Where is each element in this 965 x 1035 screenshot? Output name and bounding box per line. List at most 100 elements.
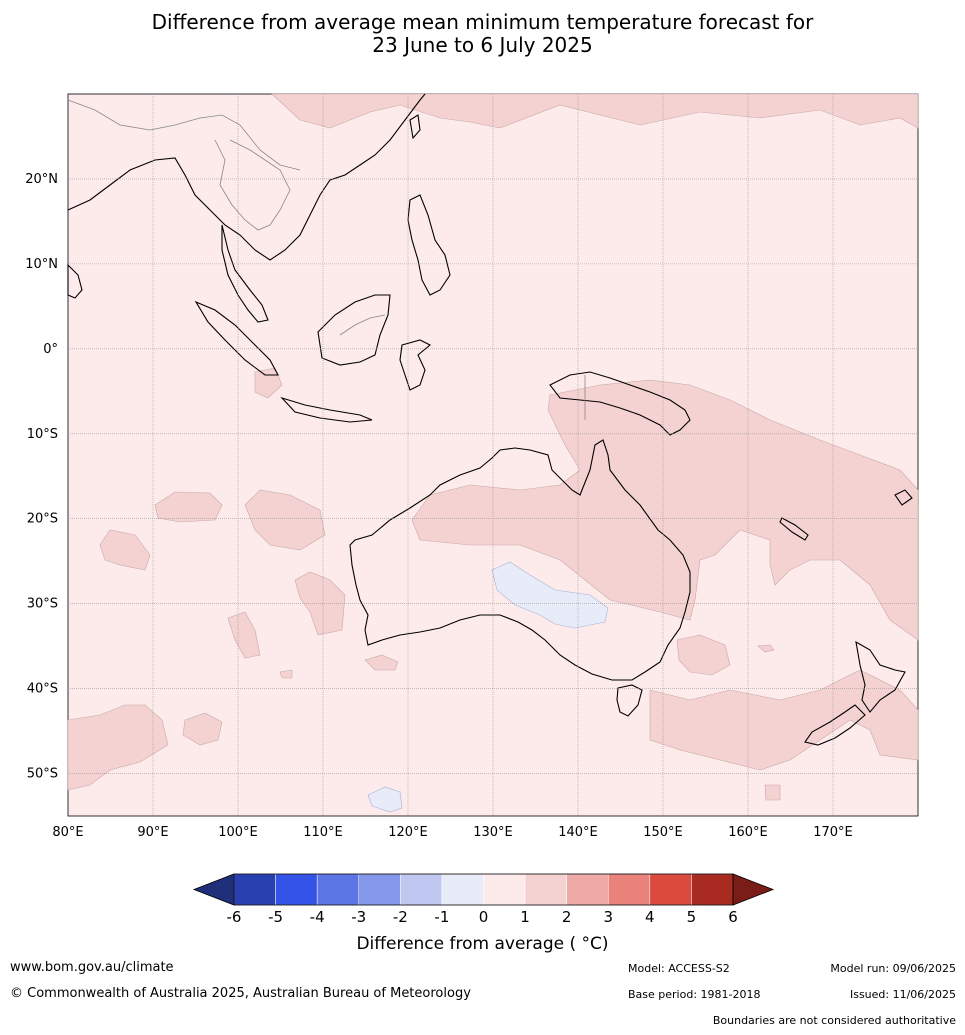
- y-tick-label: 0°: [43, 342, 58, 357]
- footer-model: Model: ACCESS-S2: [628, 962, 730, 975]
- colorbar-extend-low: [192, 873, 235, 906]
- coast-tasmania: [616, 684, 643, 717]
- coast-borneo: [317, 294, 391, 366]
- colorbar-label: Difference from average ( °C): [356, 934, 609, 954]
- coast-fiji: [894, 489, 913, 506]
- coast-nz-north: [855, 640, 906, 713]
- border-china: [67, 99, 301, 171]
- colorbar-tick-label: -1: [434, 908, 449, 926]
- y-tick-label: 50°S: [27, 767, 58, 782]
- coast-malay-peninsula: [221, 224, 269, 323]
- x-tick-label: 150°E: [643, 825, 683, 840]
- colorbar-bin: [275, 873, 318, 906]
- x-tick-label: 80°E: [52, 825, 83, 840]
- region-tasman-nz: [649, 669, 919, 771]
- chart-title-line1: Difference from average mean minimum tem…: [151, 10, 814, 34]
- colorbar-bin: [608, 873, 651, 906]
- footer-model-run: Model run: 09/06/2025: [830, 962, 956, 975]
- colorbar-bin: [483, 873, 526, 906]
- colorbar-bin: [566, 873, 609, 906]
- region-north-pacific: [271, 93, 919, 129]
- x-tick-label: 100°E: [218, 825, 258, 840]
- anomaly-regions-1-2: [67, 93, 919, 801]
- y-tick-labels: 20°N 10°N 0° 10°S 20°S 30°S 40°S 50°S: [25, 172, 58, 782]
- y-tick-label: 10°N: [25, 257, 58, 272]
- region-indian-ocean-5: [227, 611, 261, 659]
- colorbar-tick-labels: -6 -5 -4 -3 -2 -1 0 1 2 3 4 5 6: [227, 908, 738, 926]
- region-northern-australia-coral-sea: [411, 379, 919, 641]
- coast-nz-south: [804, 704, 866, 746]
- coast-sumatra: [194, 300, 279, 376]
- x-tick-label: 110°E: [303, 825, 343, 840]
- colorbar-bin: [233, 873, 276, 906]
- coast-sulawesi: [399, 339, 431, 391]
- coast-java: [280, 396, 373, 423]
- colorbar-extend-high: [732, 873, 775, 906]
- region-indian-ocean-3: [99, 529, 151, 571]
- region-indian-ocean-1: [154, 491, 223, 523]
- region-southern-ocean-cool: [367, 786, 403, 813]
- colorbar-tick-label: 5: [687, 908, 697, 926]
- region-nz-east-small: [757, 644, 775, 653]
- colorbar-tick-label: 6: [728, 908, 738, 926]
- colorbar-bin: [358, 873, 401, 906]
- colorbar-tick-label: 2: [562, 908, 572, 926]
- chart-title-line2: 23 June to 6 July 2025: [372, 33, 593, 57]
- colorbar: [192, 873, 775, 906]
- y-tick-label: 20°S: [27, 512, 58, 527]
- x-tick-label: 170°E: [813, 825, 853, 840]
- x-tick-labels: 80°E 90°E 100°E 110°E 120°E 130°E 140°E 150°E 16…: [52, 825, 852, 840]
- footer-issued: Issued: 11/06/2025: [849, 988, 956, 1001]
- x-tick-label: 120°E: [388, 825, 428, 840]
- coast-australia: [349, 439, 691, 681]
- colorbar-bin: [524, 873, 567, 906]
- footer-copyright: © Commonwealth of Australia 2025, Austra…: [10, 986, 471, 1001]
- colorbar-bin: [441, 873, 484, 906]
- region-southern-ocean-1: [67, 704, 169, 791]
- region-central-australia-cool: [491, 561, 609, 629]
- footer-disclaimer: Boundaries are not considered authoritat…: [712, 1014, 956, 1027]
- x-tick-label: 160°E: [728, 825, 768, 840]
- colorbar-bin: [649, 873, 692, 906]
- coastlines: [67, 93, 913, 746]
- coast-asia-mainland: [67, 93, 426, 261]
- border-indochina: [214, 139, 291, 231]
- x-tick-label: 140°E: [558, 825, 598, 840]
- colorbar-tick-label: 4: [645, 908, 655, 926]
- gridlines: [68, 94, 918, 816]
- region-tasman-small: [676, 634, 731, 676]
- anomaly-regions-neg: [367, 561, 609, 813]
- colorbar-tick-label: -5: [268, 908, 283, 926]
- y-tick-label: 10°S: [27, 427, 58, 442]
- coast-new-caledonia: [779, 517, 809, 541]
- y-tick-label: 40°S: [27, 682, 58, 697]
- coast-philippines: [407, 194, 451, 296]
- region-indian-ocean-6: [364, 654, 399, 671]
- colorbar-tick-label: -4: [310, 908, 325, 926]
- y-tick-label: 20°N: [25, 172, 58, 187]
- coast-new-guinea: [549, 371, 691, 436]
- footer-base-period: Base period: 1981-2018: [628, 988, 761, 1001]
- x-tick-label: 130°E: [473, 825, 513, 840]
- coast-taiwan: [409, 114, 421, 140]
- x-tick-label: 90°E: [137, 825, 168, 840]
- border-borneo: [339, 314, 386, 336]
- colorbar-bin: [691, 873, 734, 906]
- colorbar-tick-label: 1: [520, 908, 530, 926]
- colorbar-tick-label: 0: [479, 908, 489, 926]
- region-tiny-1: [279, 669, 293, 679]
- colorbar-bin: [400, 873, 443, 906]
- footer-website: www.bom.gov.au/climate: [10, 960, 174, 975]
- y-tick-label: 30°S: [27, 597, 58, 612]
- colorbar-tick-label: -6: [227, 908, 242, 926]
- region-indian-ocean-2: [244, 489, 326, 551]
- borders: [67, 99, 586, 420]
- region-southern-ocean-2: [182, 712, 223, 746]
- region-south-small: [764, 784, 781, 801]
- colorbar-bin: [316, 873, 359, 906]
- coast-sri-lanka: [67, 263, 83, 299]
- colorbar-tick-label: 3: [603, 908, 613, 926]
- colorbar-tick-label: -3: [351, 908, 366, 926]
- colorbar-tick-label: -2: [393, 908, 408, 926]
